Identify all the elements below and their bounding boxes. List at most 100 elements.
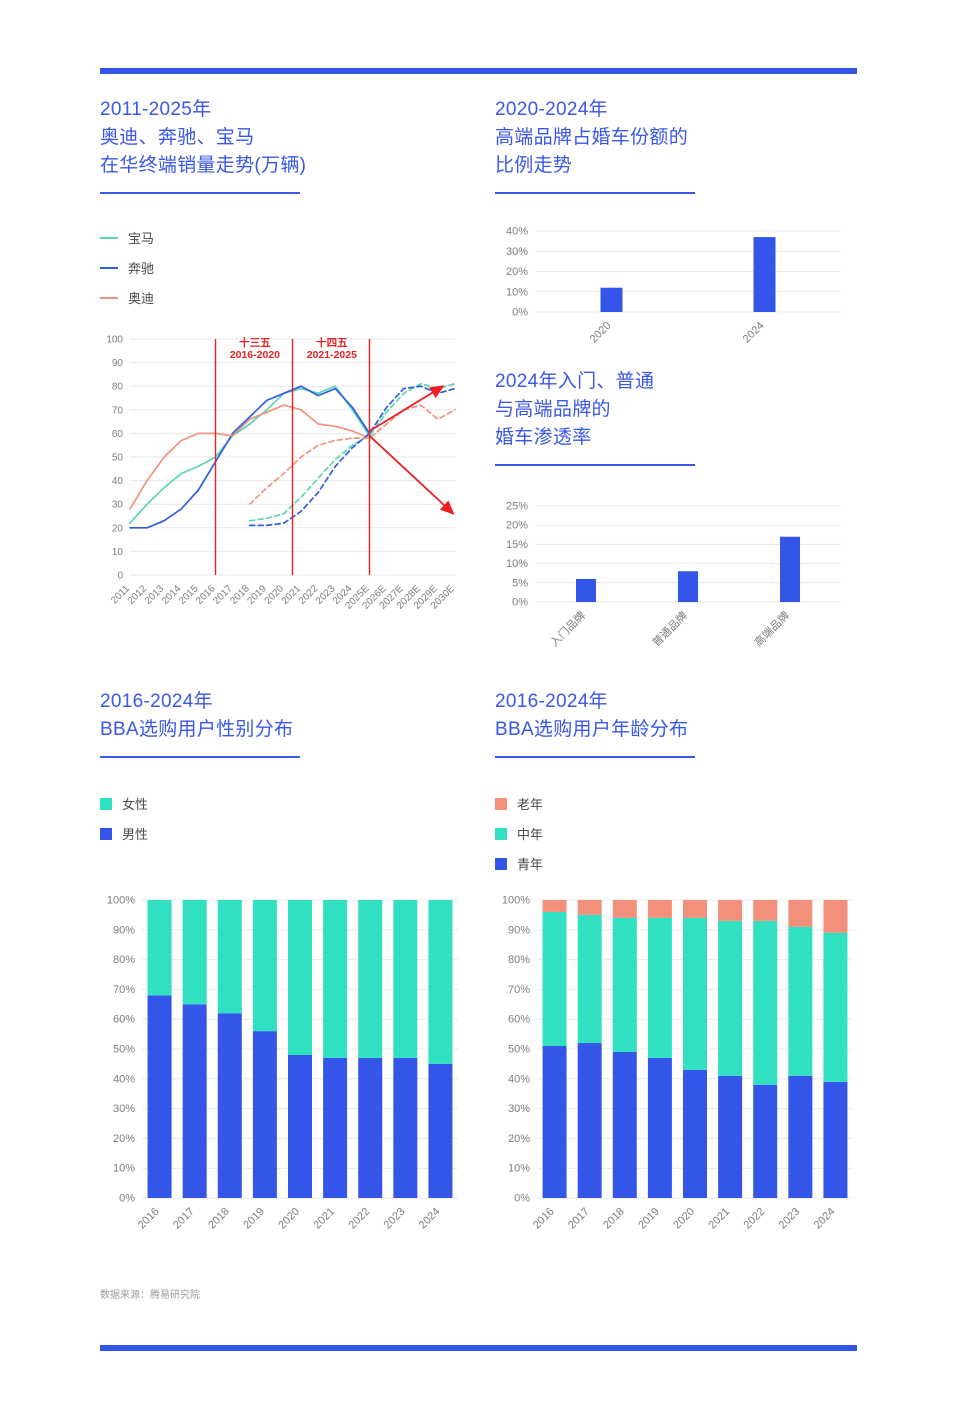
svg-text:10%: 10%	[508, 1163, 530, 1175]
title-underline	[100, 192, 300, 194]
svg-text:2017: 2017	[566, 1206, 592, 1232]
wedding-share-bar-chart: 0% 10% 20% 30% 40% 2020 2024	[506, 226, 841, 345]
svg-text:十四五: 十四五	[316, 336, 348, 349]
svg-text:十三五: 十三五	[239, 336, 271, 349]
report-page: 2011-2025年 奥迪、奔驰、宝马 在华终端销量走势(万辆) 宝马 奔驰 奥…	[0, 68, 960, 1416]
svg-text:10%: 10%	[506, 286, 528, 298]
female-swatch	[100, 797, 112, 810]
svg-text:20: 20	[112, 523, 124, 534]
title-underline	[100, 756, 300, 758]
gender-title: 2016-2024年 BBA选购用户性别分布	[100, 688, 462, 744]
svg-text:2020: 2020	[671, 1206, 697, 1232]
legend-item-senior: 老年	[495, 794, 857, 813]
top-row: 2011-2025年 奥迪、奔驰、宝马 在华终端销量走势(万辆) 宝马 奔驰 奥…	[100, 96, 857, 658]
title-line: 2011-2025年	[100, 99, 212, 120]
svg-text:90: 90	[112, 358, 124, 369]
svg-text:20%: 20%	[506, 520, 528, 532]
svg-text:30%: 30%	[113, 1103, 135, 1115]
svg-text:70: 70	[112, 405, 124, 416]
legend-label: 女性	[122, 797, 149, 812]
legend-label: 奔驰	[128, 261, 155, 276]
legend-item-middle: 中年	[495, 824, 857, 843]
title-line: 2024年入门、普通	[495, 371, 655, 392]
age-legend: 老年 中年 青年	[495, 794, 857, 873]
svg-text:100%: 100%	[107, 895, 135, 907]
benz-line-swatch	[100, 266, 118, 269]
svg-text:50%: 50%	[113, 1044, 135, 1056]
svg-text:2024: 2024	[417, 1206, 443, 1232]
title-underline	[495, 192, 695, 194]
legend-item-female: 女性	[100, 794, 462, 813]
sales-line-chart: 0102030405060708090100201120122013201420…	[106, 335, 457, 612]
title-line: 2020-2024年	[495, 99, 608, 120]
svg-text:2018: 2018	[206, 1206, 232, 1232]
title-line: 2016-2024年	[100, 691, 213, 712]
panel-age: 2016-2024年 BBA选购用户年龄分布 老年 中年 青年	[495, 688, 857, 1260]
legend-item-youth: 青年	[495, 854, 857, 873]
svg-text:100: 100	[106, 335, 123, 346]
svg-text:2024: 2024	[812, 1206, 838, 1232]
male-swatch	[100, 827, 112, 840]
svg-text:30%: 30%	[506, 246, 528, 258]
title-line: 奥迪、奔驰、宝马	[100, 127, 255, 148]
svg-text:10: 10	[112, 547, 124, 558]
svg-text:2021: 2021	[311, 1206, 337, 1232]
svg-text:2016: 2016	[531, 1206, 557, 1232]
svg-text:50: 50	[112, 453, 124, 464]
svg-text:2016: 2016	[136, 1206, 162, 1232]
svg-text:20%: 20%	[506, 266, 528, 278]
penetration-head: 2024年入门、普通 与高端品牌的 婚车渗透率	[495, 368, 857, 466]
legend-item-benz: 奔驰	[100, 258, 462, 277]
legend-label: 中年	[517, 827, 544, 842]
audi-line-swatch	[100, 296, 118, 299]
svg-text:90%: 90%	[508, 924, 530, 936]
legend-label: 青年	[517, 857, 544, 872]
svg-text:0%: 0%	[514, 1193, 530, 1205]
svg-text:70%: 70%	[113, 984, 135, 996]
bottom-row: 2016-2024年 BBA选购用户性别分布 女性 男性 0% 10% 20% 30%…	[100, 688, 857, 1260]
svg-text:0: 0	[117, 571, 123, 582]
title-line: 与高端品牌的	[495, 399, 611, 420]
data-source-note: 数据来源：腾易研究院	[100, 1290, 200, 1301]
svg-text:30%: 30%	[508, 1103, 530, 1115]
svg-text:2018: 2018	[601, 1206, 627, 1232]
bottom-divider	[100, 1345, 857, 1351]
panel-sales-trend: 2011-2025年 奥迪、奔驰、宝马 在华终端销量走势(万辆) 宝马 奔驰 奥…	[100, 96, 462, 658]
svg-text:25%: 25%	[506, 501, 528, 513]
svg-text:80%: 80%	[508, 954, 530, 966]
svg-text:20%: 20%	[508, 1133, 530, 1145]
age-legend-block: 老年 中年 青年	[495, 794, 857, 894]
legend-label: 宝马	[128, 231, 155, 246]
title-line: 婚车渗透率	[495, 427, 592, 448]
svg-text:0%: 0%	[512, 307, 528, 319]
svg-text:2022: 2022	[347, 1206, 373, 1232]
svg-text:10%: 10%	[506, 558, 528, 570]
svg-text:100%: 100%	[502, 895, 530, 907]
svg-text:70%: 70%	[508, 984, 530, 996]
panel-gender: 2016-2024年 BBA选购用户性别分布 女性 男性 0% 10% 20% 30%…	[100, 688, 462, 1260]
title-line: BBA选购用户性别分布	[100, 719, 294, 740]
svg-text:50%: 50%	[508, 1044, 530, 1056]
svg-text:0%: 0%	[119, 1193, 135, 1205]
middle-swatch	[495, 827, 507, 840]
wedding-share-title: 2020-2024年 高端品牌占婚车份额的 比例走势	[495, 96, 857, 180]
legend-item-audi: 奥迪	[100, 288, 462, 307]
svg-text:2016-2020: 2016-2020	[230, 349, 280, 361]
title-line: BBA选购用户年龄分布	[495, 719, 689, 740]
svg-text:10%: 10%	[113, 1163, 135, 1175]
svg-text:60%: 60%	[113, 1014, 135, 1026]
senior-swatch	[495, 797, 507, 810]
sales-title: 2011-2025年 奥迪、奔驰、宝马 在华终端销量走势(万辆)	[100, 96, 462, 180]
legend-label: 男性	[122, 827, 149, 842]
svg-text:80: 80	[112, 382, 124, 393]
svg-text:2019: 2019	[636, 1206, 662, 1232]
svg-text:60%: 60%	[508, 1014, 530, 1026]
svg-text:90%: 90%	[113, 924, 135, 936]
age-title: 2016-2024年 BBA选购用户年龄分布	[495, 688, 857, 744]
svg-text:2021-2025: 2021-2025	[307, 349, 357, 361]
svg-text:入门品牌: 入门品牌	[547, 608, 588, 649]
title-line: 2016-2024年	[495, 691, 608, 712]
svg-text:80%: 80%	[113, 954, 135, 966]
legend-item-bmw: 宝马	[100, 228, 462, 247]
svg-text:20%: 20%	[113, 1133, 135, 1145]
